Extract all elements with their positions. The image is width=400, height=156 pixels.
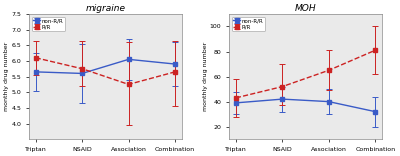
Title: migraine: migraine [85, 4, 125, 13]
Legend: non-R/R, R/R: non-R/R, R/R [232, 17, 265, 31]
Legend: non-R/R, R/R: non-R/R, R/R [32, 17, 65, 31]
Y-axis label: monthly drug number: monthly drug number [202, 42, 208, 111]
Y-axis label: monthly drug number: monthly drug number [4, 42, 9, 111]
Title: MOH: MOH [295, 4, 316, 13]
